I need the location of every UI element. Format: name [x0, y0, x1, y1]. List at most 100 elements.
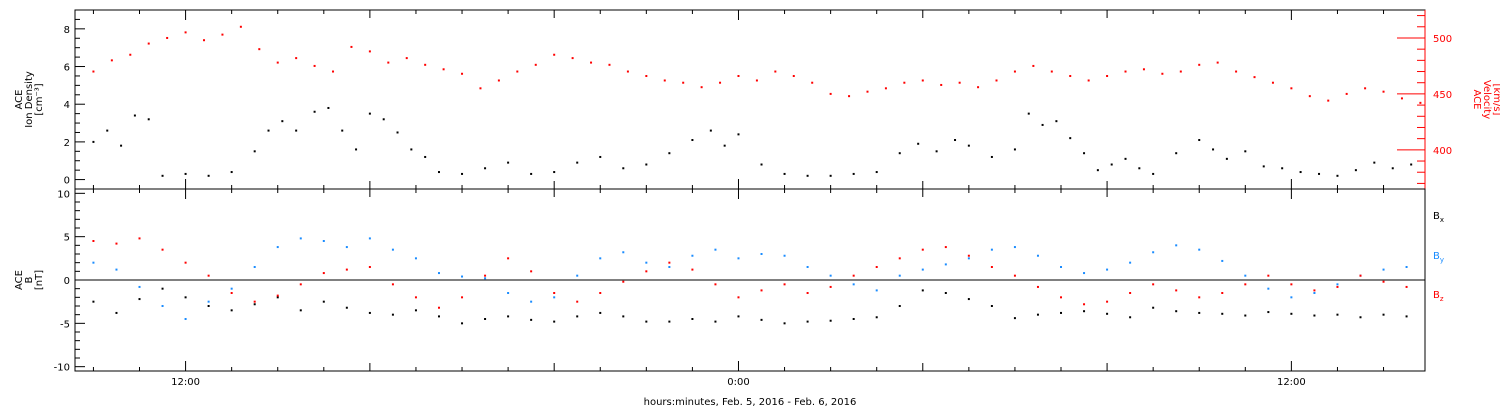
- velocity-point: [792, 75, 795, 78]
- density-point: [161, 174, 164, 177]
- by-point: [1083, 272, 1086, 275]
- bz-point: [898, 257, 901, 260]
- density-point: [622, 167, 625, 170]
- density-point: [281, 120, 284, 123]
- density-point: [829, 174, 832, 177]
- by-point: [737, 257, 740, 260]
- bx-point: [161, 287, 164, 290]
- density-point: [599, 155, 602, 158]
- velocity-point: [479, 87, 482, 90]
- velocity-point: [848, 95, 851, 98]
- by-point: [484, 277, 487, 280]
- density-point: [120, 144, 123, 147]
- bx-point: [553, 320, 556, 323]
- velocity-point: [1290, 87, 1293, 90]
- velocity-point: [350, 45, 353, 48]
- density-point: [1410, 163, 1413, 166]
- velocity-point: [1013, 70, 1016, 73]
- density-point: [1013, 148, 1016, 151]
- bx-point: [414, 309, 417, 312]
- by-point: [253, 266, 256, 268]
- x-axis: 12:00 0:00 12:00: [92, 10, 1385, 388]
- velocity-point: [92, 70, 95, 73]
- bx-point: [530, 318, 533, 321]
- bx-point: [990, 305, 993, 307]
- bz-point: [299, 283, 302, 286]
- density-point: [530, 172, 533, 175]
- by-point: [1313, 292, 1316, 294]
- velocity-point: [719, 81, 722, 84]
- bz-point: [1336, 285, 1339, 288]
- density-point: [691, 139, 694, 142]
- velocity-point: [553, 53, 556, 56]
- bx-point: [230, 309, 233, 312]
- density-point: [1124, 157, 1127, 160]
- velocity-axis-title: ACE: [1471, 90, 1482, 110]
- b-tick-label: -5: [60, 319, 70, 330]
- x-axis-label: hours:minutes, Feb. 5, 2016 - Feb. 6, 20…: [644, 397, 857, 408]
- density-point: [1318, 172, 1321, 175]
- by-point: [1152, 251, 1155, 254]
- bx-point: [875, 316, 878, 319]
- bx-point: [299, 309, 302, 312]
- bz-point: [391, 283, 394, 286]
- by-point: [1290, 296, 1293, 299]
- bx-point: [1382, 313, 1385, 316]
- bz-point: [1152, 283, 1155, 286]
- bz-point: [161, 248, 164, 251]
- b-tick-label: 10: [57, 189, 70, 200]
- velocity-point: [497, 79, 500, 82]
- by-point: [1129, 261, 1132, 264]
- velocity-point: [1419, 101, 1422, 104]
- bx-point: [322, 300, 325, 303]
- bx-point: [714, 320, 717, 323]
- bz-point: [622, 280, 625, 283]
- bx-point: [115, 311, 118, 314]
- velocity-point: [1069, 75, 1072, 78]
- by-point: [714, 248, 717, 251]
- velocity-point: [921, 79, 924, 82]
- by-point: [1036, 254, 1039, 257]
- velocity-point: [1106, 75, 1109, 78]
- density-point: [1152, 172, 1155, 175]
- velocity-point: [884, 87, 887, 90]
- by-point: [898, 274, 901, 277]
- bx-point: [507, 315, 510, 318]
- density-point: [484, 167, 487, 170]
- density-point: [1262, 165, 1265, 168]
- density-point: [230, 171, 233, 174]
- density-point: [1198, 139, 1201, 142]
- density-point: [737, 133, 740, 136]
- velocity-point: [1087, 79, 1090, 82]
- density-tick-label: 8: [64, 25, 70, 36]
- bz-point: [530, 270, 533, 273]
- velocity-point: [387, 61, 390, 64]
- velocity-point: [405, 57, 408, 60]
- density-point: [668, 152, 671, 155]
- bx-point: [852, 318, 855, 320]
- velocity-point: [811, 81, 814, 84]
- bz-point: [852, 274, 855, 277]
- by-point: [691, 254, 694, 257]
- x-tick-label: 0:00: [727, 377, 749, 388]
- density-point: [1110, 163, 1113, 166]
- density-point: [1299, 171, 1302, 174]
- velocity-point: [626, 70, 629, 73]
- velocity-point: [129, 53, 132, 56]
- density-point: [1354, 169, 1357, 172]
- velocity-point: [461, 72, 464, 75]
- bx-point: [1013, 317, 1016, 320]
- bz-point: [1244, 283, 1247, 286]
- bz-point: [1405, 285, 1408, 288]
- by-point: [1267, 287, 1270, 290]
- bx-point: [622, 315, 625, 318]
- bz-point: [1359, 274, 1362, 277]
- bx-point: [345, 306, 348, 309]
- density-point: [709, 129, 712, 132]
- by-point: [944, 263, 947, 266]
- bz-point: [1083, 303, 1086, 306]
- density-point: [1041, 123, 1044, 126]
- legend-by: By: [1433, 251, 1444, 264]
- by-point: [207, 300, 210, 303]
- velocity-point: [903, 81, 906, 84]
